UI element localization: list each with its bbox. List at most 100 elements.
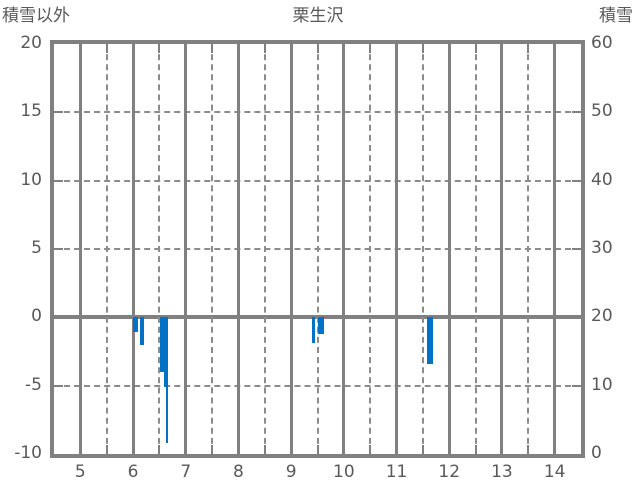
x-axis-minor-tick [211, 445, 214, 454]
gridline-vertical-major [236, 44, 240, 454]
x-axis-minor-tick [421, 445, 424, 454]
y-axis-label-right: 10 [591, 374, 613, 395]
y-axis-label-left: 15 [20, 101, 42, 122]
y-axis-label-right: 50 [591, 101, 613, 122]
x-axis-minor-tick [316, 445, 319, 454]
x-axis-minor-tick [474, 44, 477, 53]
y-axis-tick [54, 179, 63, 182]
data-bar [317, 317, 324, 334]
data-bar [140, 317, 144, 345]
gridline-vertical-major [553, 44, 557, 454]
y-axis-label-right: 30 [591, 238, 613, 258]
data-bar [132, 317, 138, 333]
x-axis-label: 12 [438, 462, 461, 482]
x-axis-tick [395, 445, 398, 454]
y-axis-tick [54, 111, 63, 114]
x-axis-label: 8 [233, 462, 244, 482]
data-bar [312, 317, 316, 344]
gridline-vertical-minor [158, 44, 161, 454]
x-axis-tick [448, 445, 451, 454]
x-axis-minor-tick [421, 44, 424, 53]
x-axis-tick [79, 44, 82, 53]
x-axis-minor-tick [263, 44, 266, 53]
y-axis-label-right: 0 [591, 443, 602, 463]
y-axis-tick [54, 384, 63, 387]
x-axis-tick [79, 445, 82, 454]
y-axis-tick [572, 248, 581, 250]
y-axis-tick [572, 111, 581, 114]
y-axis-label-left: 5 [31, 238, 42, 258]
x-axis-label: 9 [285, 462, 297, 482]
x-axis-minor-tick [158, 445, 161, 454]
x-axis-label: 14 [543, 462, 566, 482]
x-axis-tick [395, 44, 398, 53]
data-bar [160, 317, 168, 372]
x-axis-tick [500, 44, 503, 53]
x-axis-tick [342, 445, 345, 454]
x-axis-tick [553, 44, 556, 53]
y-axis-label-left: 0 [31, 306, 42, 327]
x-axis-minor-tick [369, 44, 372, 53]
x-axis-label: 11 [385, 462, 408, 482]
gridline-vertical-major [184, 44, 188, 454]
x-axis-minor-tick [263, 445, 266, 454]
x-axis-minor-tick [369, 445, 372, 454]
x-axis-tick [132, 445, 135, 454]
x-axis-label: 7 [180, 462, 192, 482]
y-axis-tick [54, 316, 63, 319]
gridline-vertical-minor [474, 44, 477, 454]
x-axis-tick [500, 445, 503, 454]
x-axis-minor-tick [527, 44, 530, 53]
x-axis-tick [237, 445, 240, 454]
x-axis-minor-tick [316, 44, 319, 53]
y-axis-tick [54, 248, 63, 250]
x-axis-minor-tick [105, 445, 108, 454]
x-axis-label: 13 [491, 462, 513, 482]
y-axis-label-right: 20 [591, 306, 613, 327]
x-axis-tick [184, 44, 187, 53]
x-axis-label: 6 [127, 462, 139, 482]
chart-title: 栗生沢 [292, 6, 344, 26]
data-bar [426, 317, 433, 364]
x-axis-label: 5 [74, 462, 86, 482]
gridline-vertical-major [289, 44, 293, 454]
gridline-vertical-minor [316, 44, 319, 454]
gridline-vertical-major [131, 44, 135, 454]
data-bar [430, 317, 433, 349]
x-axis-tick [553, 445, 556, 454]
gridline-vertical-major [78, 44, 82, 454]
x-axis-minor-tick [211, 44, 214, 53]
y-axis-tick [572, 316, 581, 319]
x-axis-label: 10 [333, 462, 355, 482]
x-axis-tick [184, 445, 187, 454]
gridline-vertical-major [447, 44, 451, 454]
y-axis-label-right: 60 [591, 33, 613, 53]
y-axis-label-right: 40 [591, 169, 613, 190]
x-axis-tick [290, 44, 293, 53]
x-axis-minor-tick [527, 445, 530, 454]
plot-inner [54, 44, 581, 454]
x-axis-minor-tick [474, 445, 477, 454]
y-axis-label-left: 20 [20, 33, 42, 53]
data-bar [163, 317, 168, 388]
data-bar [166, 317, 169, 444]
gridline-vertical-major [342, 44, 346, 454]
gridline-vertical-minor [211, 44, 214, 454]
x-axis-tick [290, 445, 293, 454]
gridline-vertical-minor [421, 44, 424, 454]
x-axis-tick [132, 44, 135, 53]
x-axis-minor-tick [105, 44, 108, 53]
y-axis-label-left: -10 [14, 443, 42, 463]
x-axis-tick [342, 44, 345, 53]
gridline-vertical-minor [105, 44, 108, 454]
gridline-vertical-major [395, 44, 399, 454]
gridline-vertical-minor [263, 44, 266, 454]
y-axis-label-left: 10 [20, 169, 42, 190]
right-axis-title: 積雪 [599, 6, 633, 26]
y-axis-tick [572, 179, 581, 182]
gridline-vertical-major [500, 44, 504, 454]
x-axis-minor-tick [158, 44, 161, 53]
y-axis-label-left: -5 [25, 374, 42, 395]
x-axis-tick [237, 44, 240, 53]
